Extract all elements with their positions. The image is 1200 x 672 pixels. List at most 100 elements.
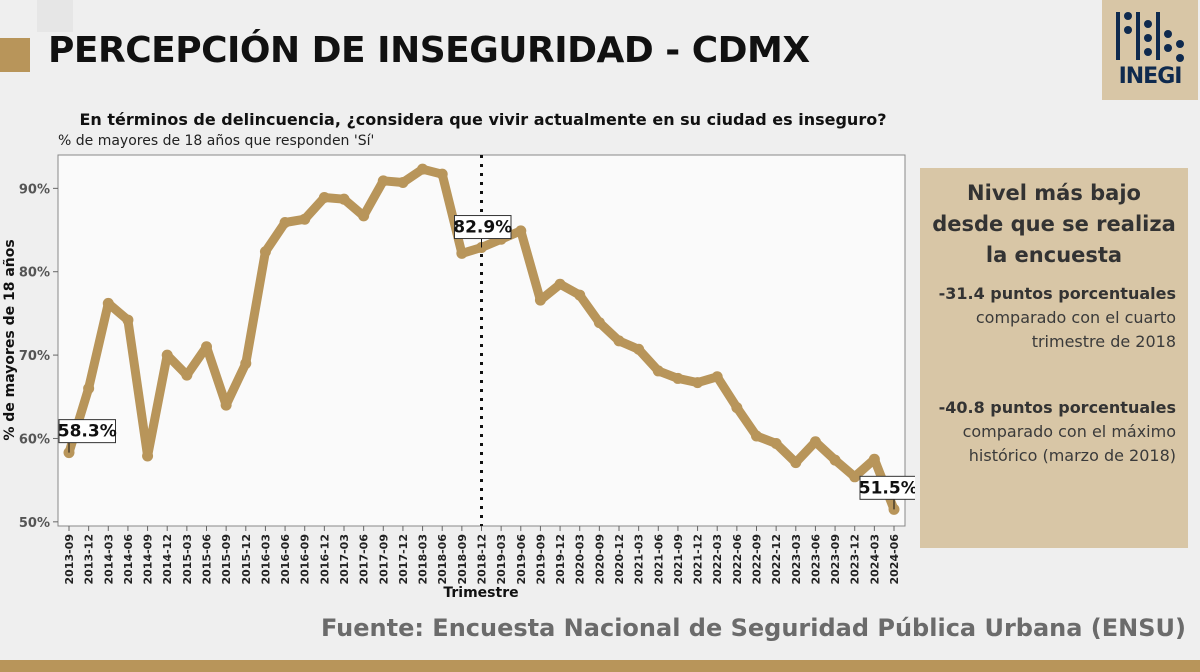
x-tick-label: 2021-12 — [692, 534, 705, 585]
y-tick-label: 60% — [19, 432, 50, 447]
inegi-logo: INEGI — [1102, 0, 1198, 100]
data-point — [436, 168, 448, 180]
x-tick-label: 2014-03 — [102, 534, 115, 585]
stat1-highlight: -31.4 puntos porcentuales — [938, 284, 1176, 303]
x-tick-label: 2022-03 — [711, 534, 724, 585]
y-axis-ticks: 50% 60% 70% 80% 90% — [19, 182, 58, 531]
x-tick-label: 2019-09 — [534, 534, 547, 585]
chart-question: En términos de delincuencia, ¿considera … — [79, 110, 887, 129]
data-point — [201, 341, 212, 353]
x-tick-label: 2018-09 — [456, 534, 469, 585]
logo-dots-icon — [1116, 12, 1184, 62]
data-point — [142, 450, 154, 462]
x-tick-label: 2022-09 — [751, 534, 764, 585]
callout-box — [58, 419, 116, 444]
x-tick-label: 2021-03 — [633, 534, 646, 585]
line-chart: 50%60%70%80%90% 2013-09 2013-12 2014-03 201… — [2, 154, 915, 601]
data-point — [161, 349, 173, 361]
y-tick-label: 70% — [19, 349, 50, 364]
data-label: 82.9% — [453, 218, 512, 238]
data-point — [554, 278, 566, 290]
x-tick-label: 2016-06 — [279, 534, 292, 585]
x-tick-label: 2014-09 — [142, 534, 155, 585]
x-tick-label: 2016-12 — [318, 534, 331, 585]
x-tick-label: 2015-12 — [240, 534, 253, 585]
data-point — [751, 430, 762, 442]
data-point — [102, 297, 114, 309]
x-tick-label: 2023-09 — [829, 534, 842, 585]
stat2-highlight: -40.8 puntos porcentuales — [938, 398, 1176, 417]
data-point — [220, 399, 232, 411]
x-tick-label: 2022-06 — [731, 534, 744, 585]
x-tick-label: 2023-12 — [849, 534, 862, 585]
x-tick-label: 2015-03 — [181, 534, 194, 585]
data-point — [849, 471, 861, 483]
x-tick-label: 2013-12 — [83, 534, 96, 585]
x-tick-label: 2017-03 — [338, 534, 351, 585]
x-tick-label: 2024-03 — [868, 534, 881, 585]
data-point — [829, 454, 841, 466]
top-decor-square — [37, 0, 73, 32]
y-tick-label: 80% — [19, 266, 50, 281]
x-tick-label: 2016-09 — [299, 534, 312, 585]
data-point — [574, 289, 586, 301]
data-labels: 58.3% 82.9% 51.5% — [58, 215, 915, 510]
data-point — [809, 436, 821, 448]
data-point — [240, 357, 252, 369]
data-point — [534, 294, 546, 306]
data-point — [358, 210, 370, 222]
chart-subtitle: % de mayores de 18 años que responden 'S… — [58, 133, 375, 149]
bottom-accent-bar — [0, 660, 1200, 672]
x-tick-label: 2020-09 — [593, 534, 606, 585]
data-point — [259, 246, 271, 258]
data-point — [593, 317, 605, 329]
data-point — [122, 314, 134, 326]
x-tick-label: 2023-06 — [809, 534, 822, 585]
data-label: 51.5% — [859, 478, 915, 498]
title-accent-bar — [0, 38, 30, 72]
x-tick-label: 2014-06 — [122, 534, 135, 585]
data-point — [417, 163, 429, 175]
page-title: PERCEPCIÓN DE INSEGURIDAD - CDMX — [48, 30, 810, 71]
stat-block-2: -40.8 puntos porcentuales comparado con … — [930, 396, 1176, 468]
data-point — [790, 457, 802, 469]
x-tick-label: 2020-12 — [613, 534, 626, 585]
data-point — [456, 247, 468, 259]
stat1-text: comparado con el cuarto trimestre de 201… — [975, 308, 1176, 351]
x-tick-label: 2019-03 — [495, 534, 508, 585]
x-tick-label: 2018-03 — [417, 534, 430, 585]
data-point — [83, 382, 95, 394]
x-tick-label: 2024-06 — [888, 534, 901, 585]
data-point — [397, 177, 409, 189]
data-point — [731, 402, 743, 414]
x-tick-label: 2018-12 — [476, 534, 489, 585]
data-point — [377, 175, 389, 187]
data-point — [515, 225, 527, 237]
x-tick-label: 2021-06 — [652, 534, 665, 585]
callout-box — [859, 475, 915, 500]
data-point — [692, 377, 704, 389]
x-tick-label: 2019-12 — [554, 534, 567, 585]
stat2-text: comparado con el máximo histórico (marzo… — [962, 422, 1176, 465]
x-tick-label: 2016-03 — [259, 534, 272, 585]
x-tick-label: 2022-12 — [770, 534, 783, 585]
data-point — [711, 371, 723, 383]
y-tick-label: 90% — [19, 182, 50, 197]
x-tick-label: 2019-06 — [515, 534, 528, 585]
callout-box — [454, 215, 512, 240]
x-tick-label: 2020-03 — [574, 534, 587, 585]
x-tick-label: 2021-09 — [672, 534, 685, 585]
data-point — [652, 365, 664, 377]
data-point — [770, 437, 782, 449]
x-tick-label: 2023-03 — [790, 534, 803, 585]
data-point — [279, 217, 291, 229]
y-axis-title: % de mayores de 18 años — [2, 239, 18, 440]
info-heading: Nivel más bajo desde que se realiza la e… — [932, 181, 1176, 267]
x-tick-label: 2015-09 — [220, 534, 233, 585]
x-tick-label: 2017-06 — [358, 534, 371, 585]
x-tick-label: 2017-09 — [377, 534, 390, 585]
data-point — [318, 192, 330, 204]
data-label: 58.3% — [58, 422, 117, 442]
x-tick-label: 2017-12 — [397, 534, 410, 585]
x-tick-label: 2015-06 — [201, 534, 214, 585]
